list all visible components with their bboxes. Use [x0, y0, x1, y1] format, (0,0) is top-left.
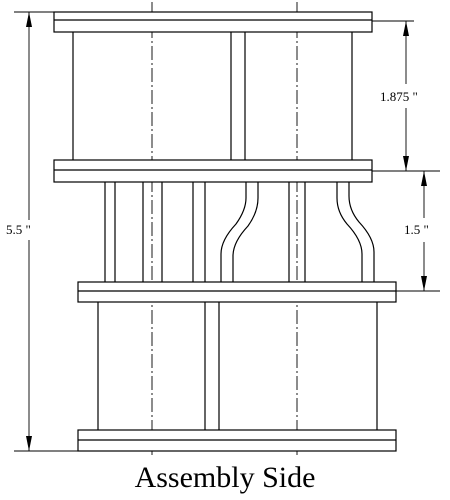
- middle-rod-4: [288, 182, 306, 282]
- dimension-overall-height: 5.5 ": [6, 11, 78, 452]
- upper-section: [72, 32, 353, 160]
- upper-center-rod: [230, 32, 246, 160]
- dimension-label-middle: 1.5 ": [404, 222, 429, 237]
- dimension-label-upper: 1.875 ": [380, 89, 418, 104]
- dimension-upper-section: 1.875 ": [372, 20, 440, 172]
- plate-upper-middle: [53, 159, 373, 183]
- bent-rod-right: [336, 182, 375, 282]
- lower-center-rod: [204, 302, 220, 430]
- middle-rod-2: [142, 182, 163, 282]
- plate-bottom: [77, 429, 397, 452]
- center-lines: [151, 2, 298, 455]
- bent-rod-left: [220, 182, 259, 282]
- lower-section: [97, 302, 378, 430]
- dimension-middle-section: 1.5 ": [396, 171, 440, 292]
- plate-lower-middle: [77, 281, 397, 303]
- middle-rod-1: [104, 182, 116, 282]
- middle-section: [104, 182, 375, 282]
- dimension-label-overall: 5.5 ": [6, 222, 31, 237]
- drawing-title: Assembly Side: [135, 461, 316, 494]
- middle-rod-3: [192, 182, 206, 282]
- plate-top: [53, 11, 373, 33]
